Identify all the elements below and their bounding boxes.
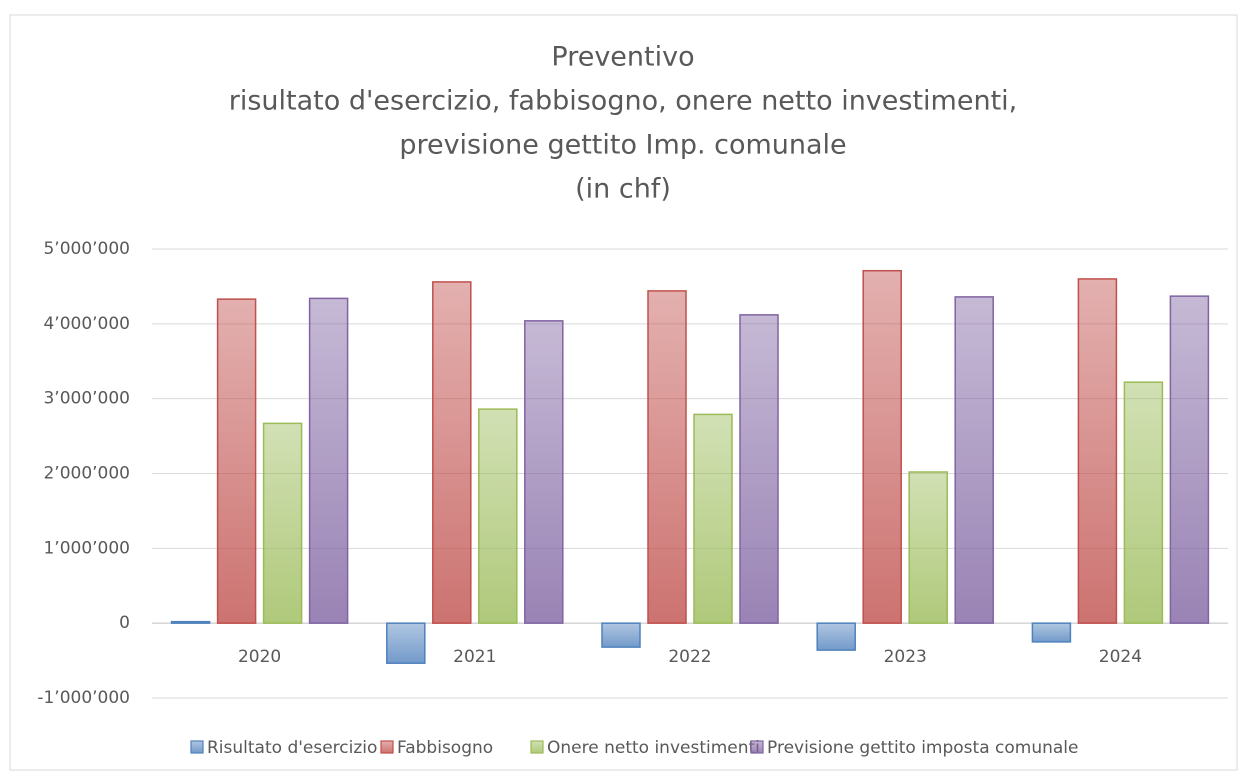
bar: [1169, 295, 1210, 624]
bar: [216, 298, 257, 624]
x-tick-label: 2020: [238, 647, 281, 667]
x-tick-label: 2023: [884, 647, 927, 667]
y-tick-label: 2’000’000: [43, 464, 130, 484]
chart-frame: [9, 14, 1238, 771]
chart-title: risultato d'esercizio, fabbisogno, onere…: [229, 86, 1018, 117]
chart-title: (in chf): [575, 174, 671, 205]
bar: [432, 281, 472, 624]
bar: [478, 408, 518, 624]
bar: [862, 269, 902, 624]
chart-title: previsione gettito Imp. comunale: [399, 130, 846, 161]
legend-label: Previsione gettito imposta comunale: [767, 738, 1078, 758]
bar: [262, 422, 303, 624]
y-tick-label: 0: [119, 613, 130, 633]
bar: [524, 320, 564, 624]
bar: [1077, 278, 1118, 624]
y-tick-label: -1’000’000: [37, 688, 130, 708]
bar: [954, 296, 994, 624]
bar: [1123, 381, 1164, 624]
bar: [386, 622, 426, 664]
bar: [170, 620, 211, 624]
bar: [1031, 622, 1072, 643]
x-tick-label: 2022: [668, 647, 711, 667]
y-tick-label: 3’000’000: [43, 389, 130, 409]
y-tick-label: 5’000’000: [43, 239, 130, 259]
x-tick-label: 2021: [453, 647, 496, 667]
bar: [308, 297, 349, 624]
chart-title: Preventivo: [551, 42, 694, 73]
legend-label: Fabbisogno: [397, 738, 493, 758]
bar: [601, 622, 641, 648]
y-tick-label: 4’000’000: [43, 314, 130, 334]
legend-swatch: [380, 740, 394, 754]
legend-swatch: [530, 740, 544, 754]
legend-swatch: [190, 740, 204, 754]
bar: [693, 413, 733, 624]
bar: [739, 314, 779, 624]
bar: [816, 622, 856, 651]
bar: [647, 290, 687, 624]
bar: [908, 471, 948, 624]
x-tick-label: 2024: [1099, 647, 1142, 667]
legend-swatch: [750, 740, 764, 754]
legend-label: Onere netto investimenti: [547, 738, 760, 758]
legend-label: Risultato d'esercizio: [207, 738, 377, 758]
y-tick-label: 1’000’000: [43, 538, 130, 558]
